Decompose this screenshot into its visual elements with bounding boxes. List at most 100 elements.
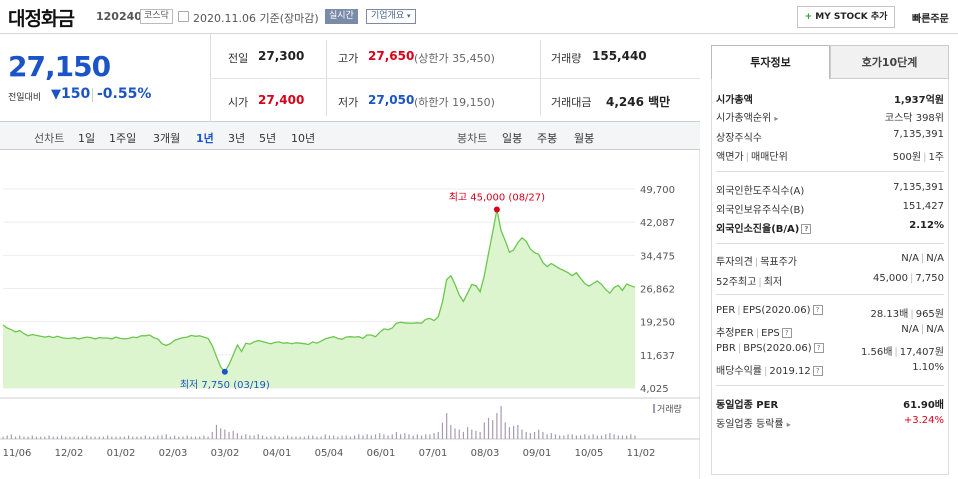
volume-label: 거래량 [551,52,582,65]
open-value: 27,400 [258,93,305,107]
est-per-label: 추정PER | EPS? [716,324,792,339]
lower-limit: (하한가 19,150) [414,96,495,109]
x-tick-label: 01/02 [107,448,136,459]
shares-label: 상장주식수 [716,133,762,144]
foreign-ratio-row: 외국인소진율(B/A)? 2.12% [716,218,944,236]
stock-code: 120240 [96,10,142,23]
y-tick-label: 34,475 [640,251,675,262]
x-tick-label: 07/01 [419,448,448,459]
quick-order-link[interactable]: 빠른주문 [912,14,949,25]
rank-row: 시가총액순위 ▸ 코스닥 398위 [716,107,944,125]
volume-label: 거래량 [657,403,682,415]
price-chart-svg: 49,700 42,087 34,475 26,862 19,250 11,637 4,02… [0,150,700,479]
open-label: 시가 [228,96,249,109]
period-1w[interactable]: 1주일 [109,132,137,145]
par-label: 액면가 | 매매단위 [716,152,788,163]
y-tick-label: 11,637 [640,351,675,362]
line-chart-label: 선차트 [34,132,65,145]
y-tick-label: 19,250 [640,318,675,329]
divider [716,294,944,295]
low-value: 27,050 [368,93,415,107]
stock-name: 대정화금 [8,8,75,30]
rank-label: 시가총액순위 ▸ [716,113,779,124]
x-tick-label: 09/01 [523,448,552,459]
x-tick-label: 03/02 [211,448,240,459]
period-1y[interactable]: 1년 [196,132,214,145]
tab-orderbook[interactable]: 호가10단계 [830,45,949,79]
market-cap-row: 시가총액 1,937억원 [716,89,944,107]
sector-rate-label: 동일업종 등락률 ▸ [716,419,791,430]
shares-value: 7,135,391 [893,129,944,140]
candle-weekly[interactable]: 주봉 [537,132,558,145]
upper-limit: (상한가 35,450) [414,52,495,65]
stock-header [0,0,958,34]
prev-value: 27,300 [258,49,305,63]
opinion-label: 투자의견 | 목표주가 [716,257,797,268]
divider [210,78,700,79]
corp-overview-dropdown[interactable]: 기업개요 ▾ [366,9,416,24]
y-tick-label: 42,087 [640,218,675,229]
period-3m[interactable]: 3개월 [153,132,181,145]
period-bar [0,122,700,150]
est-per-value: N/A | N/A [901,324,944,335]
period-10y[interactable]: 10년 [291,132,316,145]
down-arrow-icon: ▼ [51,87,61,102]
change-label: 전일대비 [8,93,42,103]
help-icon: ? [812,305,823,315]
x-tick-label: 05/04 [315,448,344,459]
week52-value: 45,000 | 7,750 [872,273,944,284]
mystock-add-button[interactable]: + MY STOCK 추가 [797,6,895,28]
candle-chart-label: 봉차트 [457,132,488,145]
calendar-icon [178,11,189,22]
y-tick-label: 49,700 [640,185,675,196]
divider [326,40,327,116]
low-annotation: 최저 7,750 (03/19) [180,379,270,391]
candle-daily[interactable]: 일봉 [502,132,523,145]
per-value: 28.13배 | 965원 [870,309,945,320]
week52-row: 52주최고 | 최저 45,000 | 7,750 [716,271,944,289]
high-value: 27,650 [368,49,415,63]
foreign-hold-row: 외국인보유주식수(B) 151,427 [716,199,944,217]
low-point-marker [221,368,228,375]
base-date: 2020.11.06 기준(장마감) [193,12,319,25]
x-tick-label: 11/02 [627,448,656,459]
par-value: 500원 | 1주 [892,152,944,163]
market-badge: 코스닥 [140,9,173,24]
period-3y[interactable]: 3년 [228,132,246,145]
amount-label: 거래대금 [551,96,592,109]
foreign-limit-value: 7,135,391 [893,182,944,193]
price-chart[interactable]: 49,700 42,087 34,475 26,862 19,250 11,637 4,02… [0,150,700,479]
amount-value: 4,246 백만 [606,95,671,109]
change-value: ▼150 [51,86,90,102]
period-5y[interactable]: 5년 [259,132,277,145]
est-per-row: 추정PER | EPS? N/A | N/A [716,322,944,340]
y-tick-label: 4,025 [640,384,669,395]
volume-value: 155,440 [592,49,647,63]
pbr-label: PBR | BPS(2020.06)? [716,343,824,354]
divider [716,171,944,172]
dividend-label: 배당수익률 | 2019.12? [716,362,823,377]
price-summary [0,34,700,122]
x-tick-label: 10/05 [575,448,604,459]
volume-legend-swatch [653,404,655,413]
caret-right-icon: ▸ [786,420,791,429]
sector-rate-row: 동일업종 등락률 ▸ +3.24% [716,413,944,431]
help-icon: ? [801,224,812,234]
sector-rate-value: +3.24% [903,415,944,426]
y-tick-label: 26,862 [640,285,675,296]
current-price: 27,150 [8,50,111,83]
x-tick-label: 04/01 [263,448,292,459]
change-percent: -0.55% [91,86,152,102]
caret-right-icon: ▸ [774,114,779,123]
foreign-limit-row: 외국인한도주식수(A) 7,135,391 [716,180,944,198]
chevron-down-icon: ▾ [407,12,411,20]
candle-monthly[interactable]: 월봉 [574,132,595,145]
foreign-limit-label: 외국인한도주식수(A) [716,186,805,197]
tab-invest-info[interactable]: 투자정보 [711,45,830,79]
period-1d[interactable]: 1일 [78,132,96,145]
high-label: 고가 [338,52,359,65]
sector-per-row: 동일업종 PER 61.90배 [716,394,944,412]
realtime-button[interactable]: 실시간 [325,9,358,24]
x-tick-label: 02/03 [159,448,188,459]
opinion-row: 투자의견 | 목표주가 N/A | N/A [716,251,944,269]
